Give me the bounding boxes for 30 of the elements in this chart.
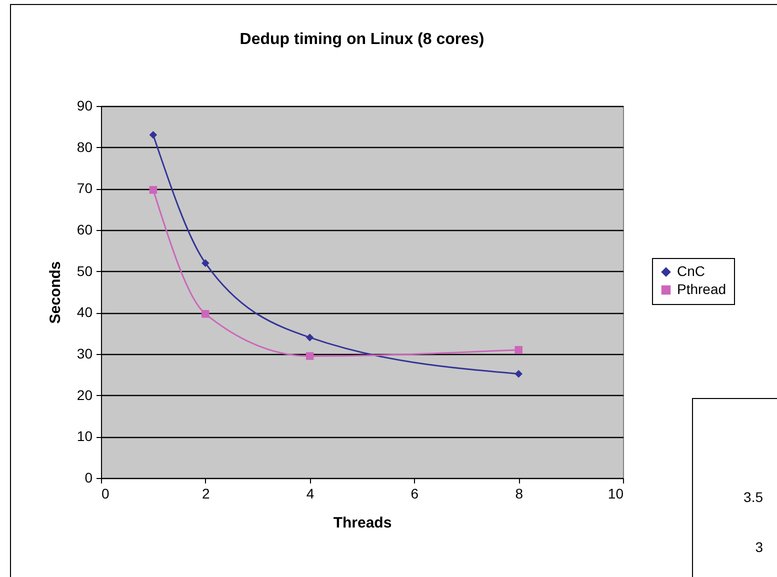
y-tick-label: 10	[76, 428, 93, 444]
point	[149, 186, 158, 194]
point	[202, 259, 210, 267]
x-tick-label: 0	[102, 486, 110, 502]
x-tick-label: 8	[515, 486, 524, 502]
point	[149, 131, 158, 139]
legend-label: CnC	[677, 263, 706, 279]
y-tick-label: 60	[76, 222, 93, 238]
partial-panel-frame: 3.5 3	[692, 398, 777, 577]
y-tick-label: 0	[84, 470, 93, 486]
point	[306, 334, 314, 342]
chart-title: Dedup timing on Linux (8 cores)	[240, 31, 484, 48]
point	[514, 370, 522, 378]
y-tick-label: 50	[76, 262, 93, 279]
x-tick-label: 2	[202, 486, 210, 502]
x-axis-title: Threads	[333, 514, 392, 532]
y-axis-title: Seconds	[46, 261, 64, 324]
x-tick-label: 6	[410, 486, 419, 502]
y-tick-label: 80	[76, 138, 93, 155]
y-tick-label: 20	[76, 386, 93, 403]
y-tick-label: 90	[76, 98, 93, 114]
legend-label: Pthread	[677, 281, 726, 297]
x-tick-label: 10	[608, 486, 624, 502]
point	[306, 352, 314, 360]
y-tick-label: 30	[76, 346, 93, 362]
point	[202, 310, 210, 318]
y-tick-label: 40	[76, 304, 93, 320]
y-tick-label: 70	[76, 180, 93, 196]
point	[514, 346, 522, 354]
x-tick-label: 4	[306, 486, 314, 502]
